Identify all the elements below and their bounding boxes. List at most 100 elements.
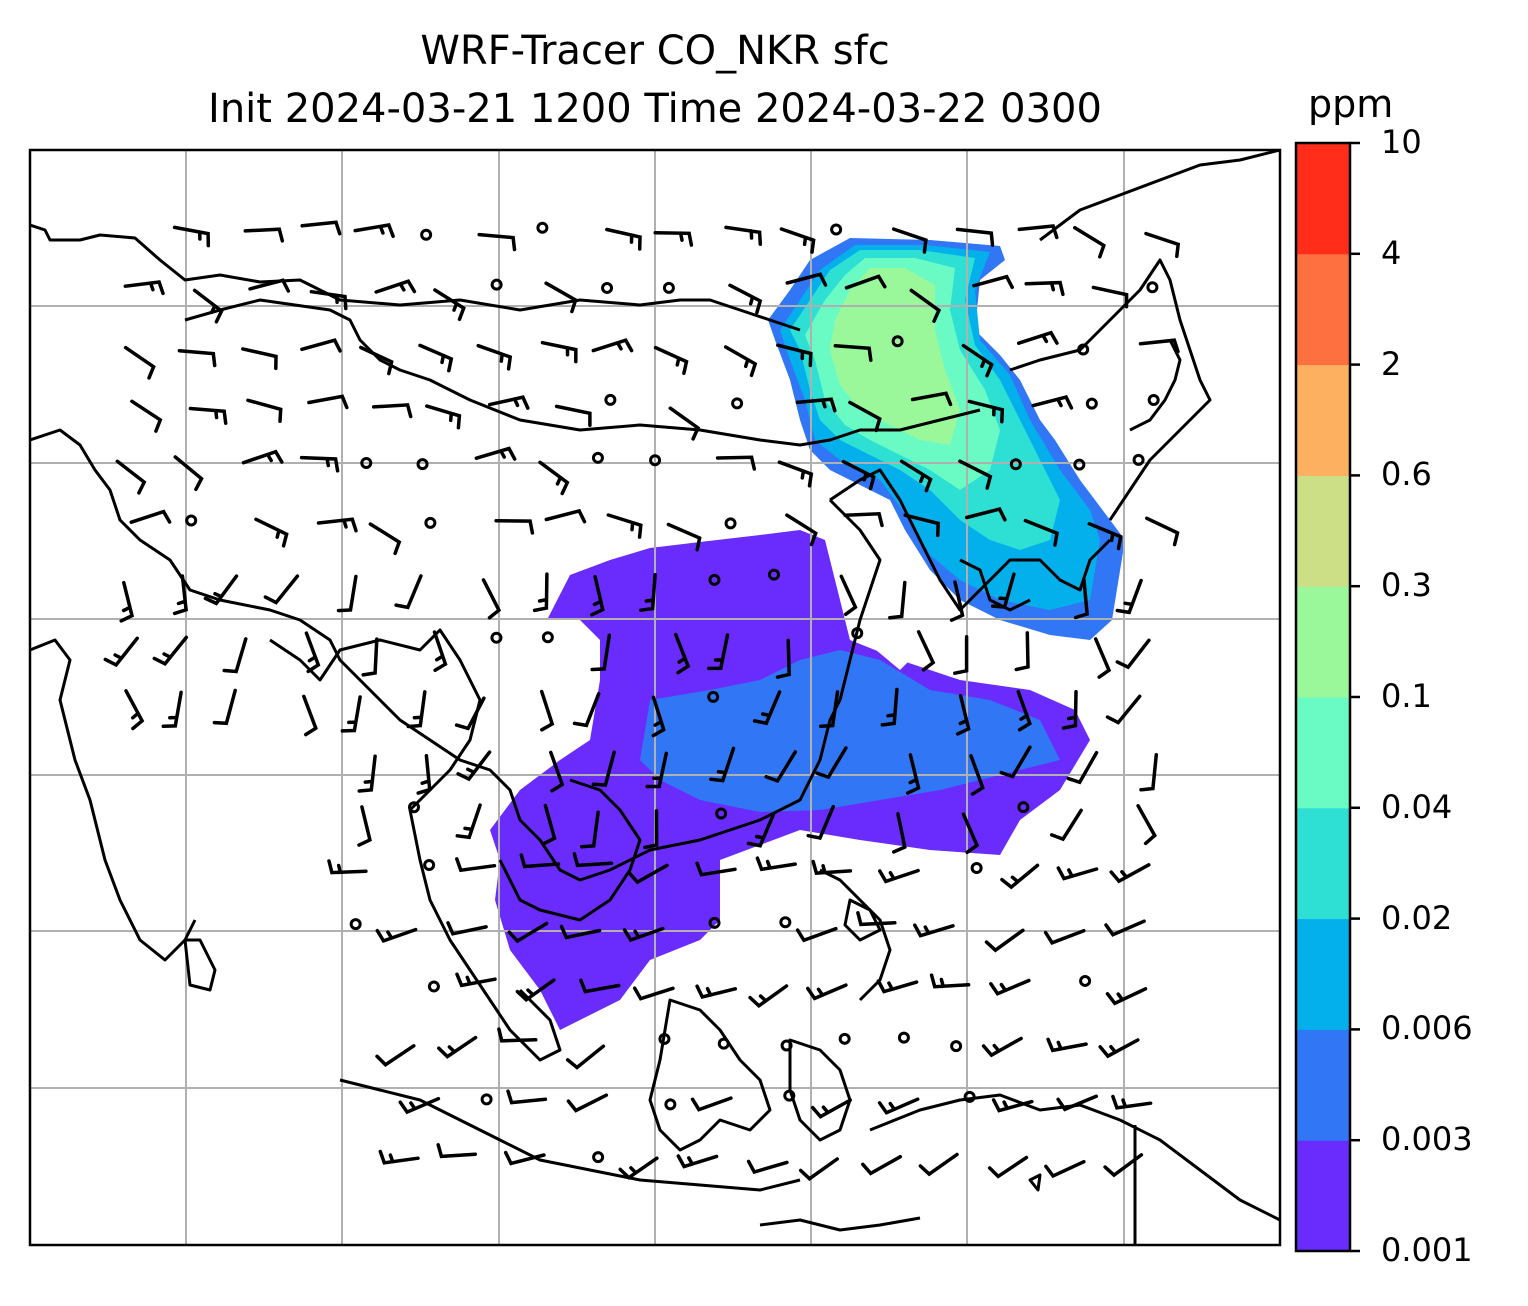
wind-barb xyxy=(455,803,482,840)
calm-wind-circle xyxy=(717,1037,730,1050)
wind-barb xyxy=(752,690,782,726)
calm-wind-circle xyxy=(407,801,420,814)
wind-barb xyxy=(764,750,798,784)
wind-barb xyxy=(806,983,848,1001)
wind-barb xyxy=(300,338,342,353)
wind-barb xyxy=(785,513,818,547)
wind-barb xyxy=(540,340,578,364)
coastlines xyxy=(30,150,1280,1245)
wind-barb xyxy=(1073,225,1106,259)
colorbar-segment xyxy=(1296,1140,1350,1252)
wind-barbs xyxy=(103,220,1181,1181)
colorbar-tick-label: 0.006 xyxy=(1381,1009,1473,1048)
calm-wind-circle xyxy=(708,916,721,929)
wind-barb xyxy=(437,1035,478,1059)
wind-barb xyxy=(848,400,882,433)
colorbar-segment xyxy=(1296,586,1350,698)
wind-barb xyxy=(967,399,1005,424)
wind-barb xyxy=(554,404,592,428)
wind-barb xyxy=(876,979,919,994)
colorbar-tick-label: 0.3 xyxy=(1381,566,1432,605)
wind-barb xyxy=(715,455,757,471)
wind-barb xyxy=(632,986,675,1001)
wind-barb xyxy=(776,343,813,368)
wind-barb xyxy=(964,507,1007,522)
wind-barb xyxy=(418,343,454,373)
wind-barb xyxy=(416,753,432,795)
wind-barb xyxy=(152,635,189,666)
wind-barb xyxy=(910,391,953,407)
wind-barb xyxy=(394,574,423,610)
wind-barb xyxy=(263,574,300,605)
wind-barb xyxy=(188,406,228,425)
plume-north-0.1 xyxy=(830,268,960,445)
wind-barb xyxy=(856,911,897,927)
map-title-line1: WRF-Tracer CO_NKR sfc xyxy=(420,28,890,74)
wind-barb xyxy=(357,754,377,793)
wind-barb xyxy=(123,280,165,296)
wind-barb xyxy=(695,861,737,877)
calm-wind-circle xyxy=(1147,393,1160,406)
wind-barb xyxy=(707,633,730,671)
calm-wind-circle xyxy=(731,397,744,410)
wind-barb xyxy=(1115,578,1143,615)
wind-barb xyxy=(1023,518,1059,547)
wind-barb xyxy=(605,227,642,251)
wind-barb xyxy=(353,223,395,238)
wind-barb xyxy=(559,924,602,940)
wind-barb xyxy=(1136,804,1157,846)
wind-barb xyxy=(844,274,887,290)
colorbar-tick-label: 0.003 xyxy=(1381,1120,1473,1159)
colorbar-tick-label: 4 xyxy=(1381,233,1402,272)
wind-barb xyxy=(668,406,701,441)
wind-barb xyxy=(336,574,358,613)
wind-barb xyxy=(1000,863,1040,890)
wind-barb xyxy=(899,459,933,493)
wind-barb xyxy=(909,288,942,323)
wind-barb xyxy=(316,517,358,533)
wind-barb xyxy=(1016,689,1032,732)
colorbar-segment xyxy=(1296,475,1350,587)
calm-wind-circle xyxy=(1077,343,1090,356)
wind-barb xyxy=(192,288,224,324)
wind-barb xyxy=(606,513,643,539)
wind-barb xyxy=(949,580,965,622)
wind-barb xyxy=(815,746,848,780)
wind-barb xyxy=(1145,516,1180,547)
wind-barb xyxy=(203,574,239,606)
calm-wind-circle xyxy=(767,568,780,581)
wind-barb xyxy=(300,220,342,236)
wind-barb xyxy=(494,518,535,535)
wind-barb xyxy=(425,404,462,430)
wind-barb xyxy=(299,455,340,473)
wind-barb xyxy=(302,694,318,737)
wind-barb xyxy=(1031,395,1074,410)
wind-barb xyxy=(755,856,797,872)
wind-barb xyxy=(989,978,1031,996)
wind-barb xyxy=(1091,285,1129,309)
wind-barb xyxy=(666,522,702,552)
wind-barb xyxy=(1115,638,1151,670)
wind-barb xyxy=(841,459,876,491)
wind-barb xyxy=(177,348,217,368)
wind-barb xyxy=(1139,752,1159,792)
wind-barb xyxy=(340,695,362,733)
wind-barb xyxy=(1098,1038,1140,1059)
wind-barb xyxy=(673,632,691,675)
wind-barb xyxy=(129,509,172,524)
wind-barb xyxy=(327,859,368,875)
colorbar-segment xyxy=(1296,918,1350,1030)
wind-barb xyxy=(375,927,418,944)
wind-barb xyxy=(579,978,621,994)
wind-barb xyxy=(212,688,237,726)
wind-barb xyxy=(456,750,492,782)
wind-barb xyxy=(542,803,557,846)
wind-barb xyxy=(476,343,513,371)
calm-wind-circle xyxy=(950,1040,963,1053)
wind-barb xyxy=(728,283,763,315)
wind-barb xyxy=(579,810,600,849)
colorbar-tick-label: 2 xyxy=(1381,344,1402,383)
wind-barb xyxy=(987,1155,1029,1179)
wind-barb xyxy=(1103,1153,1144,1178)
wind-barb xyxy=(1017,224,1059,240)
